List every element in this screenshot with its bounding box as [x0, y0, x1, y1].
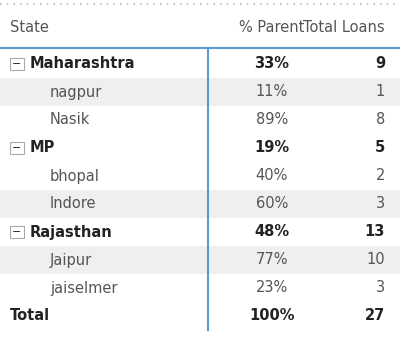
Bar	[10, 142, 24, 154]
Bar	[10, 226, 24, 238]
Bar	[0, 50, 400, 78]
Bar	[0, 162, 400, 190]
Text: nagpur: nagpur	[50, 85, 102, 99]
Text: Jaipur: Jaipur	[50, 252, 92, 267]
Text: State: State	[10, 21, 49, 36]
Text: % Parent: % Parent	[239, 21, 305, 36]
Text: 3: 3	[376, 280, 385, 296]
Text: Rajasthan: Rajasthan	[30, 225, 113, 239]
Text: 100%: 100%	[249, 309, 295, 324]
Text: 13: 13	[365, 225, 385, 239]
Text: 23%: 23%	[256, 280, 288, 296]
Text: 19%: 19%	[254, 140, 290, 156]
Bar	[0, 78, 400, 106]
Text: 60%: 60%	[256, 197, 288, 211]
Text: 27: 27	[365, 309, 385, 324]
Bar	[0, 106, 400, 134]
Bar	[0, 190, 400, 218]
Text: 48%: 48%	[254, 225, 290, 239]
Text: jaiselmer: jaiselmer	[50, 280, 118, 296]
Text: 8: 8	[376, 112, 385, 127]
Text: 77%: 77%	[256, 252, 288, 267]
Text: 11%: 11%	[256, 85, 288, 99]
Text: 89%: 89%	[256, 112, 288, 127]
Bar	[0, 274, 400, 302]
Text: bhopal: bhopal	[50, 168, 100, 184]
Text: −: −	[12, 143, 22, 153]
Text: Maharashtra: Maharashtra	[30, 57, 136, 72]
Text: Total Loans: Total Loans	[303, 21, 385, 36]
Text: 33%: 33%	[254, 57, 290, 72]
Text: 2: 2	[376, 168, 385, 184]
Text: 10: 10	[366, 252, 385, 267]
Bar	[0, 134, 400, 162]
Text: 1: 1	[376, 85, 385, 99]
Bar	[10, 58, 24, 70]
Text: 40%: 40%	[256, 168, 288, 184]
Text: Indore: Indore	[50, 197, 96, 211]
Bar	[0, 218, 400, 246]
Text: −: −	[12, 59, 22, 69]
Text: −: −	[12, 227, 22, 237]
Text: Nasik: Nasik	[50, 112, 90, 127]
Bar	[0, 246, 400, 274]
Text: 3: 3	[376, 197, 385, 211]
Text: 9: 9	[375, 57, 385, 72]
Text: MP: MP	[30, 140, 55, 156]
Text: 5: 5	[375, 140, 385, 156]
Text: Total: Total	[10, 309, 50, 324]
Bar	[0, 302, 400, 330]
